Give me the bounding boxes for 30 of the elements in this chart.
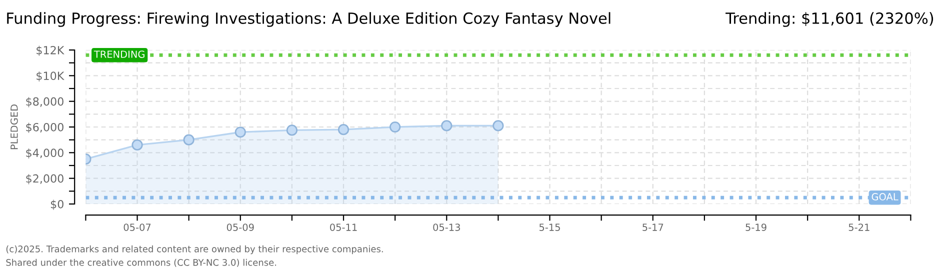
y-tick-label: $12K xyxy=(36,46,64,56)
x-tick-label: 5-21 xyxy=(848,224,870,231)
x-tick-label: 5-15 xyxy=(539,224,560,231)
point xyxy=(234,126,246,138)
y-tick-label: $8,000 xyxy=(26,97,64,108)
chart-title: Funding Progress: Firewing Investigations: A Deluxe Edition Cozy Fantasy Novel xyxy=(7,12,610,27)
point xyxy=(390,121,401,133)
point xyxy=(183,134,194,146)
y-tick-label: $4,000 xyxy=(26,148,64,159)
y-tick-label: $6,000 xyxy=(26,122,64,133)
y-tick-label: $0 xyxy=(50,200,64,210)
x-tick-label: 05-09 xyxy=(226,224,254,231)
x-tick-label: 5-17 xyxy=(642,224,664,231)
x-tick-label: 05-13 xyxy=(433,224,460,231)
text: (c)2025. Trademarks and related content are owned by their respective companies. xyxy=(6,245,383,254)
y-tick-label: $2,000 xyxy=(26,174,64,184)
chart-subtitle: Trending: $11,601 (2320%) xyxy=(726,12,934,27)
x-tick-label: 5-19 xyxy=(746,224,766,231)
x-tick-label: 05-11 xyxy=(330,224,357,231)
point xyxy=(132,139,143,151)
y-axis-title: PLEDGED xyxy=(10,104,18,150)
point xyxy=(492,120,504,132)
text: Shared under the creative commons (CC BY-NC 3.0) license. xyxy=(6,258,276,267)
ref-line-label: TRENDING xyxy=(94,50,144,58)
point xyxy=(441,120,452,132)
y-tick-label: $10K xyxy=(36,71,64,82)
ref-line-label: GOAL xyxy=(872,193,898,200)
point xyxy=(286,124,298,136)
point xyxy=(338,124,350,136)
x-tick-label: 05-07 xyxy=(124,224,151,231)
